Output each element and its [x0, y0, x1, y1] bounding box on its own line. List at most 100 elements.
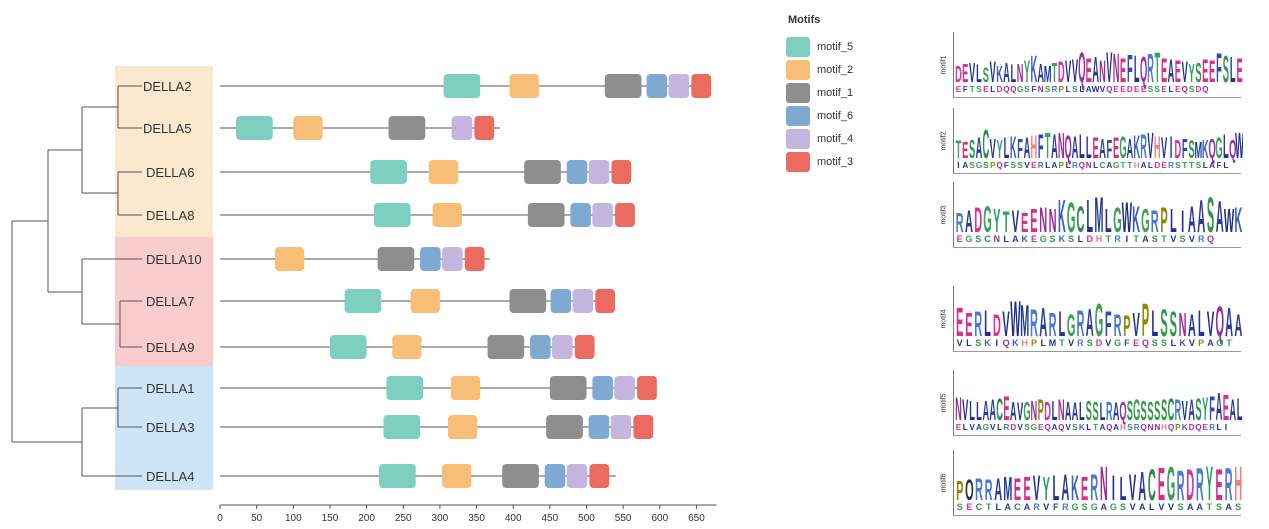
logo-letter-minor: V — [1130, 502, 1136, 512]
svg-text:N: N — [1100, 457, 1108, 511]
logo-letter: P — [1160, 202, 1167, 240]
svg-text:L: L — [1052, 396, 1058, 427]
svg-text:V: V — [969, 58, 975, 89]
logo-letter: V — [990, 55, 996, 89]
logo-letter: E — [1003, 390, 1009, 428]
svg-text:L: L — [1052, 470, 1059, 508]
logo-letter-minor: I — [1225, 423, 1227, 432]
logo-axis-label: motif1 — [935, 28, 953, 102]
svg-text:E: E — [965, 308, 972, 344]
logo-letter-minor: G — [1091, 502, 1098, 512]
logo-letter: Q — [1209, 134, 1216, 165]
logo-letter-minor: H — [1120, 423, 1126, 432]
logo-letter: K — [996, 61, 1003, 87]
axis-tick-label: 600 — [651, 513, 668, 524]
svg-text:V: V — [1129, 466, 1136, 508]
logo-letter: K — [1132, 198, 1140, 240]
logo-letter-minor: G — [976, 161, 982, 170]
svg-text:Y: Y — [1206, 457, 1213, 511]
svg-text:L: L — [1134, 48, 1140, 91]
svg-text:S: S — [1207, 186, 1214, 243]
logo-letter-minor: T — [1189, 161, 1194, 170]
logo-letter: A — [1003, 58, 1010, 89]
logo-letter-minor: R — [1033, 502, 1040, 512]
motif-block-motif-6 — [550, 289, 572, 313]
logo-letter-minor: G — [1017, 85, 1023, 94]
logo-letter: A — [1216, 386, 1223, 430]
logo-letter: A — [1092, 49, 1099, 90]
logo-letter: P — [1142, 296, 1149, 347]
logo-letter-minor: S — [957, 502, 963, 512]
svg-text:V: V — [1017, 398, 1023, 426]
logo-letter: N — [1030, 396, 1037, 427]
logo-letter-minor: E — [1161, 161, 1167, 170]
svg-text:L: L — [984, 302, 991, 344]
svg-text:L: L — [1079, 128, 1085, 166]
gene-label: DELLA4 — [146, 469, 194, 484]
logo-label: motif5 — [940, 393, 948, 413]
svg-text:R: R — [956, 208, 964, 238]
gene-label: DELLA8 — [146, 208, 194, 223]
logo-letter: T — [1045, 125, 1051, 166]
logo-letter: S — [1127, 396, 1133, 427]
logo-letter-minor: S — [1072, 85, 1078, 94]
logo-axis-label: motif2 — [935, 104, 953, 178]
svg-text:R: R — [1151, 204, 1159, 239]
logo-letter-minor: S — [1161, 338, 1167, 348]
svg-text:S: S — [983, 63, 989, 88]
svg-text:A: A — [1126, 134, 1133, 165]
svg-text:L: L — [1223, 128, 1229, 166]
motif-block-motif-1 — [549, 376, 587, 400]
axis-tick-label: 300 — [432, 513, 449, 524]
logo-letter-minor: R — [1114, 234, 1121, 244]
logo-y-axis — [953, 32, 954, 98]
logo-letter-minor: D — [1127, 85, 1133, 94]
logo-letter-minor: R — [1209, 423, 1215, 432]
logo-letter-minor: L — [1041, 338, 1047, 348]
svg-text:A: A — [976, 131, 983, 165]
svg-text:P: P — [1160, 202, 1167, 240]
svg-text:S: S — [1154, 396, 1160, 427]
logo-letter: R — [1151, 204, 1159, 239]
svg-text:E: E — [1113, 131, 1119, 165]
logo-letter: E — [1202, 53, 1208, 90]
gene-label: DELLA6 — [146, 165, 194, 180]
logo-letter: L — [1230, 49, 1236, 90]
svg-text:O: O — [965, 474, 974, 507]
logo-letter-minor: V — [1170, 234, 1176, 244]
logo-letter-minor: E — [956, 423, 962, 432]
logo-letter: F — [1106, 135, 1112, 164]
logo-letter-minor: T — [970, 85, 975, 94]
logo-letter: A — [1072, 130, 1079, 165]
logo-letter-minor: L — [1223, 161, 1228, 170]
logo-letter-minor: N — [994, 234, 1001, 244]
logo-letter: A — [1065, 397, 1072, 426]
logo-letter: I — [1112, 470, 1115, 508]
logo-letter: D — [1058, 55, 1065, 89]
logo-letter: E — [1215, 460, 1222, 509]
svg-text:E: E — [1209, 54, 1215, 89]
logo-letter: A — [1037, 59, 1044, 88]
svg-text:N: N — [1049, 204, 1057, 240]
logo-letter-minor: L — [1216, 423, 1221, 432]
svg-text:E: E — [962, 137, 968, 163]
svg-text:T: T — [1052, 58, 1058, 89]
motif-block-motif-6 — [592, 376, 613, 400]
logo-letter-minor: S — [1017, 161, 1023, 170]
logo-letter: Q — [1119, 397, 1126, 426]
logo-letter-minor: D — [1195, 85, 1201, 94]
svg-text:E: E — [1023, 472, 1030, 508]
logo-letter: E — [956, 301, 963, 346]
logo-letter-minor: K — [984, 338, 991, 348]
motif-block-motif-1 — [509, 289, 547, 313]
logo-letter-minor: T — [1226, 338, 1232, 348]
logo-letter: M — [1020, 296, 1029, 345]
logo-letter: M — [1003, 472, 1012, 508]
logo-letter-minor: E — [1120, 85, 1126, 94]
logo-letter: N — [1058, 393, 1065, 427]
svg-text:A: A — [1039, 301, 1047, 346]
x-axis: 0 50 100 150 200 250 300 350 400 450 500 550 600 650 — [217, 504, 717, 524]
logo-letter: T — [956, 136, 962, 164]
logo-letter-minor: R — [1198, 234, 1205, 244]
